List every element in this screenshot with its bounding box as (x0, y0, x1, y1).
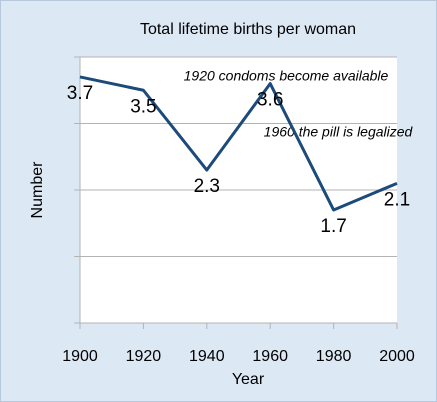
annotation: 1960 the pill is legalized (264, 124, 414, 140)
data-label: 2.1 (384, 189, 410, 210)
data-label: 2.3 (194, 176, 220, 197)
x-axis-label: Year (232, 371, 265, 388)
chart-title: Total lifetime births per woman (140, 21, 356, 38)
x-tick-label: 1920 (126, 348, 162, 365)
x-tick-label: 1940 (189, 348, 225, 365)
x-tick-label: 1900 (62, 348, 98, 365)
data-label: 3.7 (67, 83, 93, 104)
line (79, 75, 398, 212)
x-tick-label: 2000 (379, 348, 415, 365)
x-tick-label: 1960 (252, 348, 288, 365)
annotation: 1920 condoms become available (184, 68, 389, 84)
data-label: 1.7 (320, 216, 346, 237)
y-axis-label: Number (29, 161, 46, 219)
data-label: 3.5 (130, 96, 156, 117)
x-tick-label: 1980 (316, 348, 352, 365)
data-label: 3.6 (257, 90, 283, 111)
